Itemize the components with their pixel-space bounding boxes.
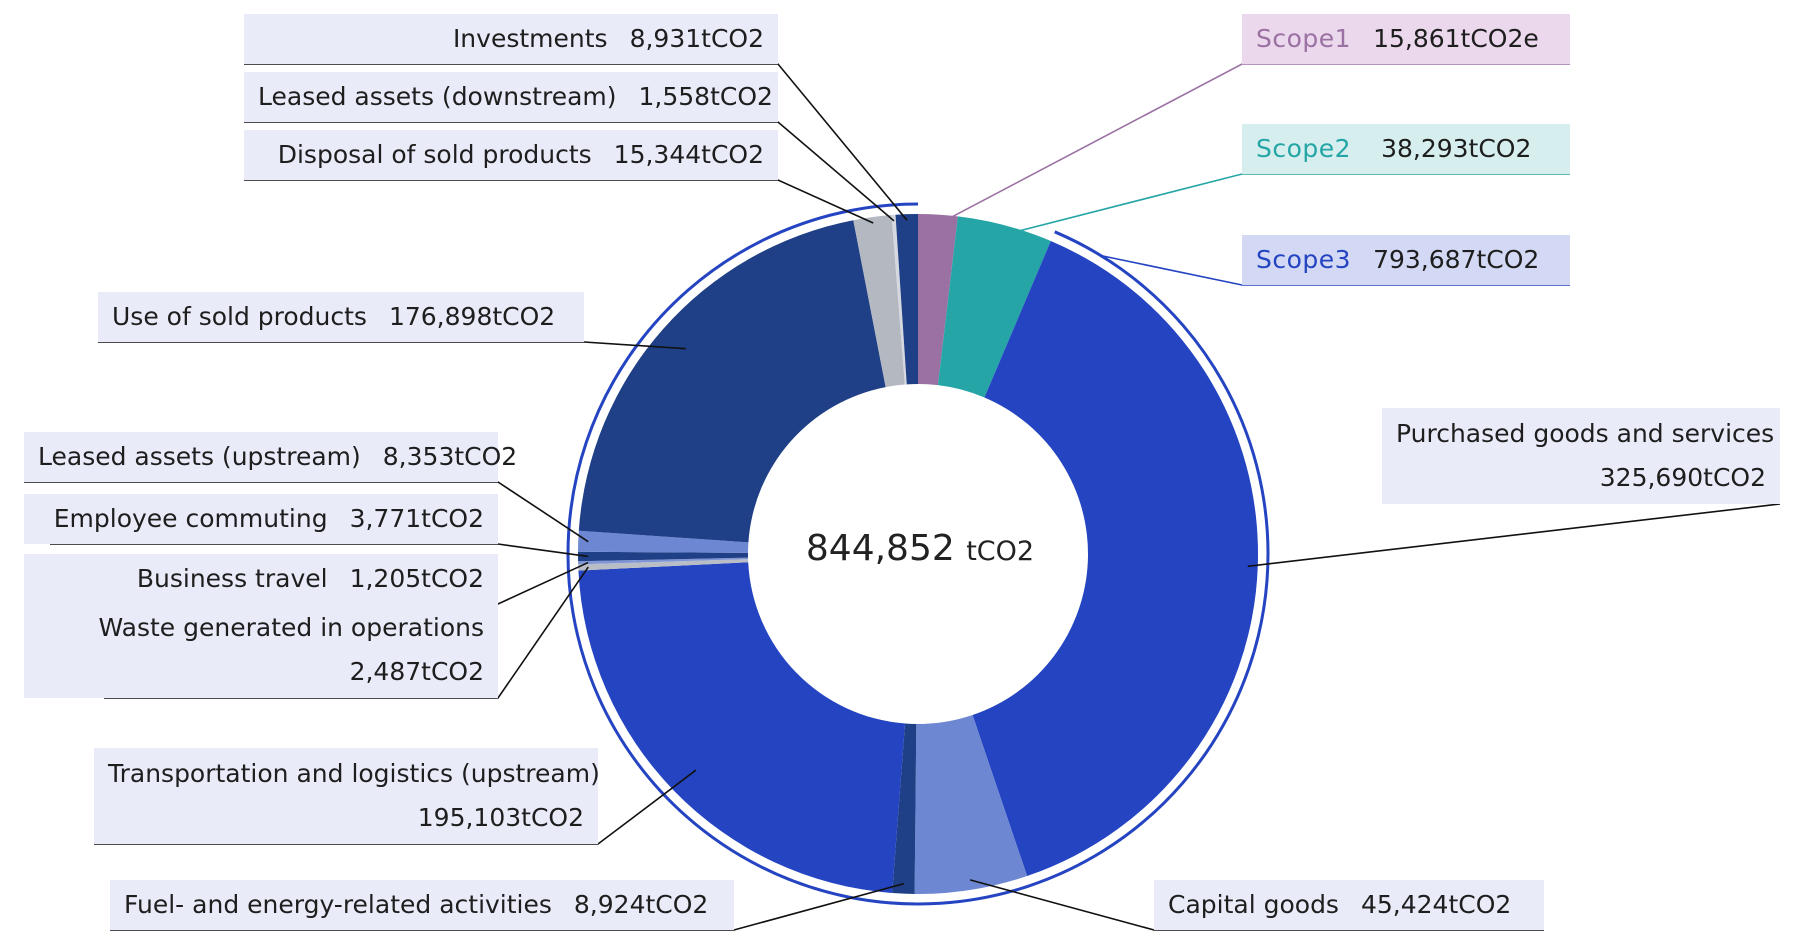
leader-fuel (110, 882, 905, 931)
label-scope2: Scope2 38,293tCO2 (1242, 124, 1570, 174)
slice-scope2 (937, 216, 1051, 398)
label-purchased-goods-value: 325,690tCO2 (1599, 463, 1766, 492)
label-commuting-value: 3,771tCO2 (349, 504, 484, 533)
slice-leased_up (578, 530, 749, 553)
leader-scope1 (937, 63, 1570, 226)
scope3-outer-ring (566, 202, 1270, 906)
label-investments-value: 8,931tCO2 (629, 24, 764, 53)
slice-capital (914, 715, 1028, 894)
leader-leased_up (24, 481, 589, 543)
slice-commuting (578, 551, 749, 562)
label-use-sold-name: Use of sold products (112, 302, 367, 331)
label-scope3-name: Scope3 (1256, 245, 1352, 274)
slice-disposal (853, 215, 905, 388)
slice-transport_up (578, 562, 906, 894)
label-leased-upstream-name: Leased assets (upstream) (38, 442, 361, 471)
scope3-ring-arc (566, 202, 1270, 906)
label-capital-goods: Capital goods 45,424tCO2 (1154, 880, 1544, 930)
label-scope1: Scope1 15,861tCO2e (1242, 14, 1570, 64)
label-leased-downstream: Leased assets (downstream) 1,558tCO2 (244, 72, 778, 122)
label-leased-downstream-value: 1,558tCO2 (638, 82, 773, 111)
slice-use_sold (578, 220, 886, 543)
slice-travel (578, 557, 749, 565)
label-investments-name: Investments (452, 24, 608, 53)
label-scope1-value: 15,861tCO2e (1373, 24, 1539, 53)
label-scope3: Scope3 793,687tCO2 (1242, 235, 1570, 285)
label-waste-name: Waste generated in operations (98, 613, 484, 642)
label-travel-value: 1,205tCO2 (349, 564, 484, 593)
label-scope2-value: 38,293tCO2 (1381, 134, 1532, 163)
label-purchased-goods-name: Purchased goods and services (1396, 419, 1775, 448)
label-fuel-name: Fuel- and energy-related activities (124, 890, 552, 919)
label-commuting-name: Employee commuting (53, 504, 328, 533)
label-investments: Investments 8,931tCO2 (244, 14, 778, 64)
slice-fuel (892, 723, 917, 894)
slice-purchased (972, 241, 1259, 877)
label-capital-goods-value: 45,424tCO2 (1360, 890, 1512, 919)
label-leased-upstream-value: 8,353tCO2 (382, 442, 518, 471)
total-emissions: 844,852 tCO2 (780, 528, 1060, 569)
label-fuel-energy: Fuel- and energy-related activities 8,924… (110, 880, 734, 930)
label-use-sold-value: 176,898tCO2 (388, 302, 556, 331)
label-disposal-value: 15,344tCO2 (613, 140, 764, 169)
label-use-sold-products: Use of sold products 176,898tCO2 (98, 292, 584, 342)
slice-waste (578, 559, 749, 571)
label-transport-name: Transportation and logistics (upstream) (108, 759, 600, 788)
slice-leased_down (891, 214, 907, 385)
label-disposal: Disposal of sold products 15,344tCO2 (244, 130, 778, 180)
label-capital-goods-name: Capital goods (1168, 890, 1339, 919)
label-transport-value: 195,103tCO2 (417, 803, 584, 832)
leader-use_sold (98, 341, 686, 350)
label-purchased-goods: Purchased goods and services 325,690tCO2 (1382, 408, 1780, 504)
leader-capital (969, 879, 1544, 931)
leader-commuting (50, 543, 589, 558)
total-unit: tCO2 (966, 536, 1035, 567)
donut-slices (578, 214, 1259, 894)
leader-disposal (244, 179, 874, 224)
label-scope3-value: 793,687tCO2 (1373, 245, 1540, 274)
leader-investments (244, 63, 908, 221)
slice-scope1 (918, 214, 958, 386)
total-value: 844,852 (805, 528, 955, 569)
slice-investments (895, 214, 918, 385)
label-travel-name: Business travel (136, 564, 328, 593)
label-leased-downstream-name: Leased assets (downstream) (258, 82, 617, 111)
label-disposal-name: Disposal of sold products (277, 140, 592, 169)
label-leased-upstream: Leased assets (upstream) 8,353tCO2 (24, 432, 517, 482)
label-transport-upstream: Transportation and logistics (upstream) … (94, 748, 600, 844)
leader-waste (104, 566, 589, 699)
label-waste-value: 2,487tCO2 (349, 657, 484, 686)
leader-lines (24, 63, 1781, 931)
leader-leased_down (244, 121, 895, 222)
label-scope1-name: Scope1 (1256, 24, 1352, 53)
label-fuel-value: 8,924tCO2 (573, 890, 709, 919)
label-business-travel: Business travel 1,205tCO2 (24, 554, 498, 604)
leader-purchased (1247, 503, 1781, 568)
leader-scope3 (1100, 254, 1570, 286)
label-waste: Waste generated in operations 2,487tCO2 (24, 602, 498, 698)
leader-scope2 (1002, 173, 1570, 236)
leader-transport_up (94, 769, 697, 845)
label-employee-commuting: Employee commuting 3,771tCO2 (24, 494, 498, 544)
label-scope2-name: Scope2 (1256, 134, 1352, 163)
